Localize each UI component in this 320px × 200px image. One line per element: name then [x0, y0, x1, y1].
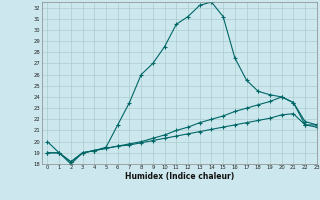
X-axis label: Humidex (Indice chaleur): Humidex (Indice chaleur) — [124, 172, 234, 181]
